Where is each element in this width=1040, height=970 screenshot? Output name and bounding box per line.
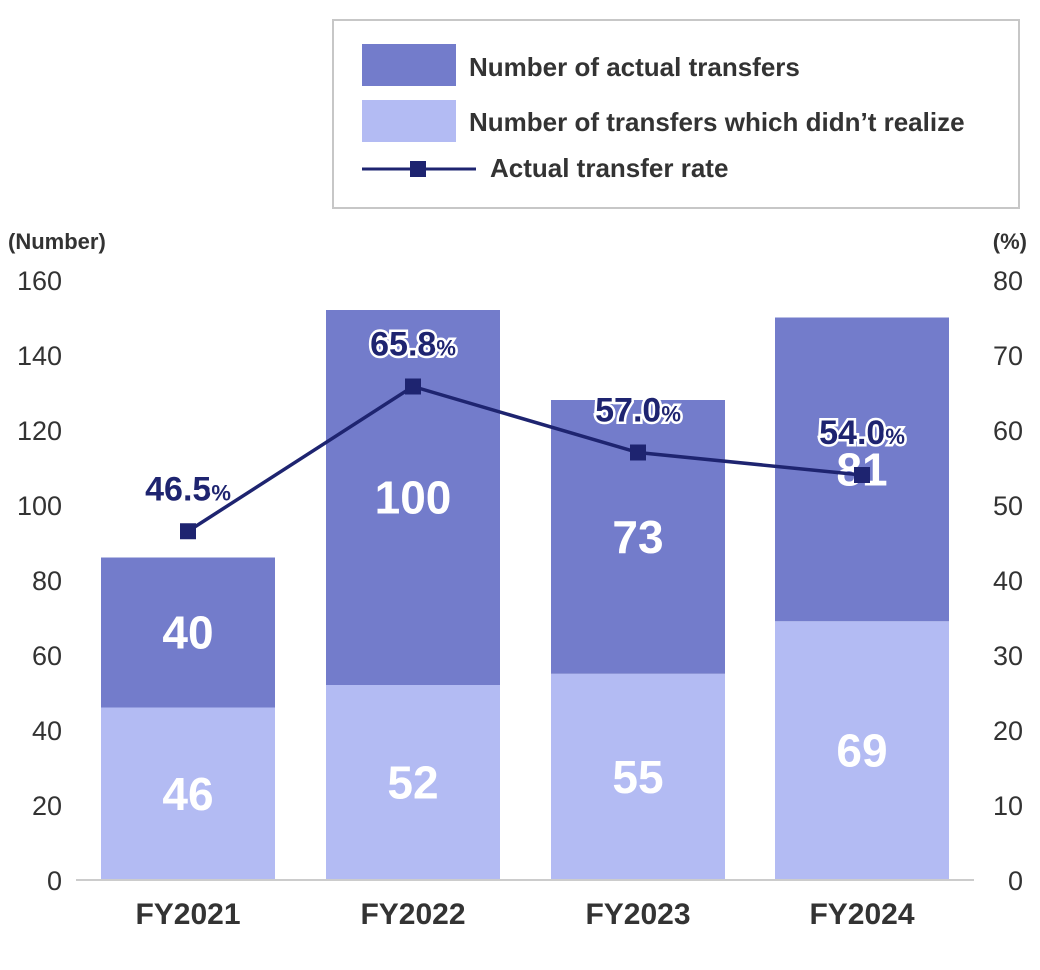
y2-tick-label: 80	[993, 266, 1023, 296]
y2-tick-label: 0	[1008, 866, 1023, 896]
rate-point-marker	[854, 467, 870, 483]
y-tick-label: 120	[17, 416, 62, 446]
y-tick-label: 100	[17, 491, 62, 521]
bar-actual-transfers	[326, 310, 500, 685]
category-label: FY2021	[135, 898, 240, 931]
y2-tick-label: 50	[993, 491, 1023, 521]
bar-value-label-actual: 40	[162, 607, 213, 659]
legend-label-transfer-rate: Actual transfer rate	[490, 153, 728, 183]
transfer-rate-line: 46.5% 65.8% 57.0% 54.0%	[143, 323, 907, 540]
y-tick-label: 20	[32, 791, 62, 821]
y2-tick-label: 20	[993, 716, 1023, 746]
y2-tick-label: 10	[993, 791, 1023, 821]
rate-value-label: 46.5%	[145, 470, 231, 508]
y-axis-ticks: 0 20 40 60 80 100 120 140 160	[17, 266, 62, 896]
rate-point-marker	[180, 523, 196, 540]
bar-value-label-unrealized: 46	[162, 768, 213, 820]
y-tick-label: 60	[32, 641, 62, 671]
rate-value-label: 57.0%	[595, 392, 681, 430]
legend-label-unrealized-transfers: Number of transfers which didn’t realize	[469, 107, 965, 137]
y-tick-label: 40	[32, 716, 62, 746]
legend-marker-transfer-rate	[410, 161, 426, 177]
legend-label-actual-transfers: Number of actual transfers	[469, 52, 800, 82]
rate-point-marker	[405, 378, 421, 395]
rate-value-label: 54.0%	[819, 414, 905, 452]
y2-tick-label: 30	[993, 641, 1023, 671]
bar-value-label-unrealized: 69	[836, 725, 887, 777]
y2-axis-ticks: 0 10 20 30 40 50 60 70 80	[993, 266, 1023, 896]
bar-value-label-unrealized: 52	[387, 757, 438, 809]
bars: 46405210055736981	[101, 310, 949, 880]
y2-tick-label: 40	[993, 566, 1023, 596]
category-label: FY2022	[360, 898, 465, 931]
y2-axis-unit-label: (%)	[993, 229, 1027, 254]
rate-point-marker	[630, 444, 646, 461]
rate-polyline	[187, 384, 863, 533]
y-tick-label: 160	[17, 266, 62, 296]
bar-unrealized-transfers	[101, 707, 275, 880]
y-tick-label: 0	[47, 866, 62, 896]
legend-swatch-actual-transfers	[362, 44, 456, 86]
y-tick-label: 140	[17, 341, 62, 371]
bar-unrealized-transfers	[326, 685, 500, 880]
y2-tick-label: 70	[993, 341, 1023, 371]
y-tick-label: 80	[32, 566, 62, 596]
bar-value-label-actual: 73	[612, 511, 663, 563]
bar-actual-transfers	[101, 557, 275, 708]
y-axis-unit-label: (Number)	[8, 229, 106, 254]
category-labels: FY2021 FY2022 FY2023 FY2024	[135, 898, 914, 931]
bar-value-label-actual: 100	[375, 472, 452, 524]
category-label: FY2023	[585, 898, 690, 931]
legend-swatch-unrealized-transfers	[362, 100, 456, 142]
bar-unrealized-transfers	[551, 673, 725, 880]
y2-tick-label: 60	[993, 416, 1023, 446]
category-label: FY2024	[809, 898, 914, 931]
bar-unrealized-transfers	[775, 621, 949, 880]
legend: Number of actual transfers Number of tra…	[332, 19, 1020, 209]
bar-value-label-unrealized: 55	[612, 751, 663, 803]
rate-value-label: 65.8%	[370, 326, 456, 364]
